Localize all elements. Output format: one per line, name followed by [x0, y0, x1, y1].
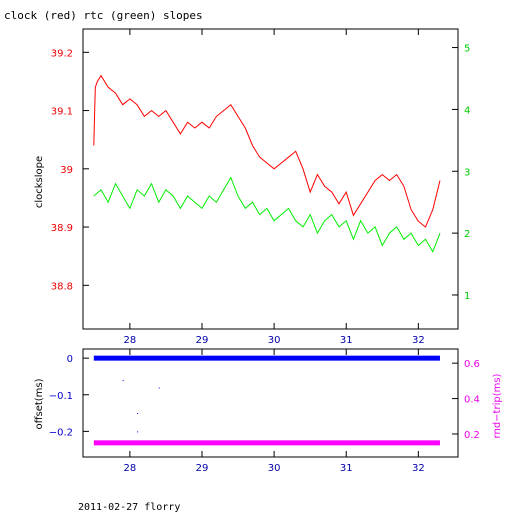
rndtrip-series-band: [93, 440, 440, 446]
slopes-y-tick-label: 39: [60, 165, 73, 176]
offset-outlier-point: [137, 431, 139, 433]
offset-plot-frame: [82, 348, 459, 458]
offset-y-tick-label: −0.1: [49, 391, 73, 402]
offset-y-axis-label: offset(ms): [34, 378, 45, 429]
slopes-series-group: [93, 74, 441, 253]
slopes-x-tick-label: 32: [412, 335, 425, 346]
slopes-y-tick-label: 38.8: [51, 281, 73, 292]
slopes-plot: 28 29 30 31 32 38.8 38.9 39 39.1 39.2 1 2 3 4 5 clocks…: [34, 28, 470, 346]
slopes-plot-frame: [82, 28, 459, 330]
footer-caption: 2011-02-27 florry: [78, 502, 180, 512]
offset-outlier-point: [122, 380, 124, 382]
slopes-x-tick-label: 31: [340, 335, 353, 346]
rndtrip-y-axis-label: rnd−trip(ms): [492, 373, 503, 438]
slopes-y-tick-label: 38.9: [51, 223, 73, 234]
slopes-y-tick-label: 39.1: [51, 107, 73, 118]
slopes-y2-tick-label: 4: [464, 105, 470, 116]
offset-y2-tick-label: 0.4: [464, 395, 480, 406]
offset-series-group: [93, 355, 440, 446]
offset-x-tick-label: 30: [268, 463, 281, 474]
slopes-x-tick-label: 30: [268, 335, 281, 346]
offset-y-tick-label: 0: [67, 354, 73, 365]
clock-slope-series: [93, 74, 441, 228]
offset-outlier-point: [158, 387, 160, 389]
offset-outlier-point: [137, 413, 139, 415]
offset-x-tick-label: 32: [412, 463, 425, 474]
offset-x-tick-label: 29: [196, 463, 209, 474]
slopes-y2-tick-label: 5: [464, 44, 470, 55]
rtc-slope-series: [93, 176, 441, 253]
slopes-x-tick-label: 28: [124, 335, 137, 346]
offset-y2-tick-label: 0.6: [464, 359, 480, 370]
offset-x-tick-label: 28: [124, 463, 137, 474]
offset-x-tick-label: 31: [340, 463, 353, 474]
offset-y2-tick-label: 0.2: [464, 430, 480, 441]
chart-title: clock (red) rtc (green) slopes: [4, 9, 203, 22]
slopes-x-tick-label: 29: [196, 335, 209, 346]
offset-plot: 28 29 30 31 320−0.1−0.2 0.20.40.6 offset(ms) …: [34, 348, 503, 474]
offset-series-band: [93, 355, 440, 361]
slopes-y2-tick-label: 3: [464, 167, 470, 178]
slopes-axes: 28 29 30 31 32 38.8 38.9 39 39.1 39.2 1 2 3 4 5: [51, 29, 470, 346]
slopes-y2-tick-label: 2: [464, 229, 470, 240]
slopes-y-tick-label: 39.2: [51, 48, 73, 59]
slopes-y-axis-label: clockslope: [34, 156, 45, 208]
slopes-y2-tick-label: 1: [464, 291, 470, 302]
offset-axes: 28 29 30 31 32 0 −0.1 −0.2 0.2 0.4 0.6: [49, 349, 480, 474]
offset-y-tick-label: −0.2: [49, 427, 73, 438]
